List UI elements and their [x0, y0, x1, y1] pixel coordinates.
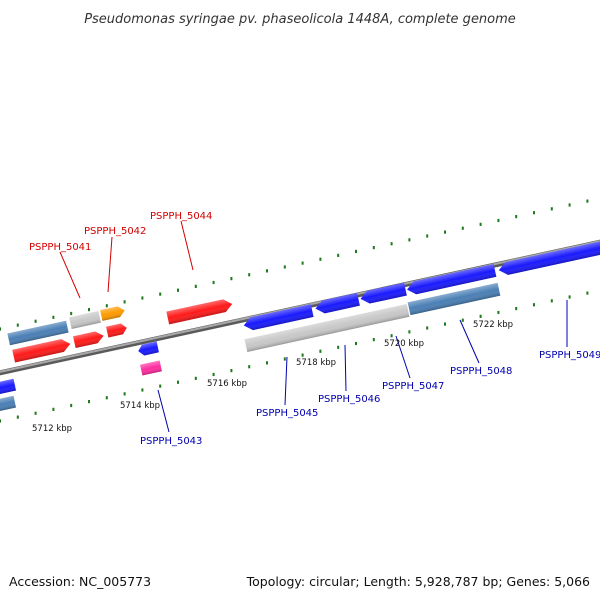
gene-pspph-5042b[interactable] [106, 322, 128, 338]
gene-pspph-5042a[interactable] [73, 330, 105, 349]
gene-pspph-5046[interactable] [314, 292, 360, 315]
map-title: Pseudomonas syringae pv. phaseolicola 14… [84, 12, 516, 27]
gene-pspph-5045[interactable] [242, 304, 314, 332]
gene-labels: PSPPH_5041 PSPPH_5042 PSPPH_5044 PSPPH_5… [29, 211, 600, 447]
gene-label-pspph-5046[interactable]: PSPPH_5046 [318, 394, 380, 405]
gene-features [0, 239, 600, 413]
gene-pspph-5043[interactable] [140, 360, 162, 376]
connector-5043 [157, 389, 170, 433]
genome-summary-text: Topology: circular; Length: 5,928,787 bp… [246, 574, 590, 589]
gene-label-pspph-5043[interactable]: PSPPH_5043 [140, 436, 202, 447]
tick-labels: 5712 kbp 5714 kbp 5716 kbp 5718 kbp 5720… [32, 320, 513, 434]
connector-5047 [395, 335, 411, 379]
gene-blue-small[interactable] [137, 341, 159, 356]
gene-steel-left[interactable] [7, 320, 69, 346]
connector-5044 [180, 220, 194, 271]
connector-5041 [59, 251, 81, 299]
gene-blue-edge[interactable] [0, 378, 17, 395]
connector-5048 [459, 319, 480, 364]
gene-steel-track[interactable] [407, 282, 501, 316]
gene-pspph-5041[interactable] [12, 337, 71, 363]
gene-orange[interactable] [100, 305, 126, 321]
gene-gray-track[interactable] [244, 303, 410, 353]
gene-label-pspph-5041[interactable]: PSPPH_5041 [29, 242, 91, 253]
label-connectors [59, 220, 568, 433]
tick-label-5720: 5720 kbp [384, 339, 424, 349]
gene-gray-left[interactable] [69, 310, 101, 330]
gene-label-pspph-5048[interactable]: PSPPH_5048 [450, 366, 512, 377]
gene-pspph-5048[interactable] [406, 264, 497, 296]
connector-5042 [107, 236, 113, 293]
upper-tick-track [0, 199, 589, 331]
gene-label-pspph-5045[interactable]: PSPPH_5045 [256, 408, 318, 419]
connector-5045 [284, 356, 288, 406]
tick-label-5722: 5722 kbp [473, 320, 513, 330]
gene-label-pspph-5044[interactable]: PSPPH_5044 [150, 211, 212, 222]
gene-label-pspph-5049[interactable]: PSPPH_5049 [539, 350, 600, 361]
lower-tick-track [0, 291, 589, 423]
connector-5046 [344, 344, 347, 392]
tick-label-5716: 5716 kbp [207, 379, 247, 389]
gene-steel-edge[interactable] [0, 395, 17, 413]
gene-pspph-5047[interactable] [359, 282, 407, 305]
gene-pspph-5044[interactable] [166, 298, 233, 325]
tick-label-5714: 5714 kbp [120, 401, 160, 411]
gene-label-pspph-5042[interactable]: PSPPH_5042 [84, 226, 146, 237]
gene-pspph-5049[interactable] [497, 239, 600, 276]
tick-label-5712: 5712 kbp [32, 424, 72, 434]
tick-label-5718: 5718 kbp [296, 358, 336, 368]
gene-label-pspph-5047[interactable]: PSPPH_5047 [382, 381, 444, 392]
accession-text: Accession: NC_005773 [9, 574, 151, 589]
